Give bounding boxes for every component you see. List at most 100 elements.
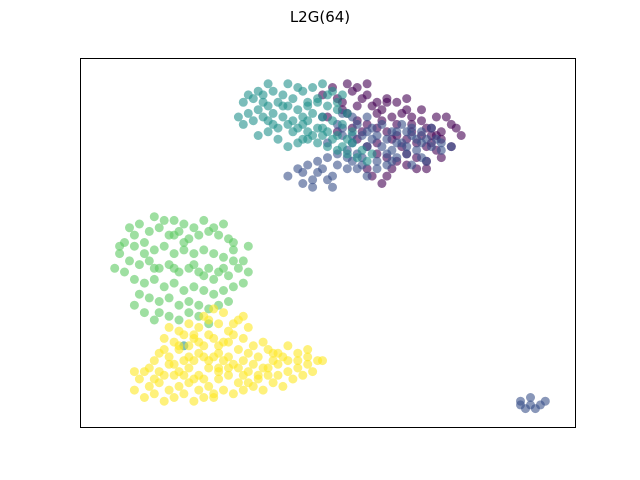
- scatter-point: [243, 378, 253, 388]
- scatter-point: [293, 83, 303, 92]
- scatter-point: [387, 112, 397, 122]
- scatter-point: [540, 396, 550, 406]
- scatter-point: [516, 400, 525, 410]
- scatter-point: [169, 215, 179, 225]
- scatter-point: [115, 249, 125, 259]
- scatter-point: [169, 278, 179, 288]
- scatter-point: [243, 90, 253, 100]
- scatter-point: [233, 112, 243, 122]
- scatter-point: [248, 116, 258, 126]
- scatter-point: [283, 119, 293, 129]
- scatter-point: [328, 116, 337, 126]
- scatter-point: [194, 385, 204, 395]
- scatter-point: [134, 374, 144, 384]
- scatter-point: [209, 249, 219, 259]
- scatter-point: [214, 319, 224, 329]
- scatter-point: [526, 400, 535, 410]
- scatter-point: [417, 127, 426, 137]
- scatter-point: [219, 356, 228, 366]
- scatter-point: [209, 289, 219, 299]
- scatter-point: [149, 274, 159, 284]
- scatter-point: [308, 83, 318, 92]
- scatter-point: [224, 297, 233, 306]
- scatter-point: [149, 263, 159, 273]
- scatter-point: [308, 367, 318, 377]
- scatter-point: [209, 223, 219, 233]
- scatter-point: [318, 79, 327, 89]
- scatter-point: [268, 348, 278, 358]
- scatter-point: [164, 293, 174, 303]
- scatter-point: [337, 90, 347, 100]
- scatter-point: [134, 219, 144, 229]
- scatter-point: [184, 319, 194, 329]
- scatter-point: [159, 333, 169, 343]
- scatter-point: [219, 219, 228, 229]
- scatter-point: [526, 393, 535, 402]
- scatter-point: [129, 385, 139, 395]
- scatter-point: [189, 356, 199, 366]
- scatter-point: [278, 112, 288, 122]
- plot-frame: [80, 58, 576, 428]
- scatter-point: [323, 90, 332, 100]
- scatter-point: [219, 286, 228, 295]
- scatter-point: [342, 149, 352, 159]
- scatter-point: [179, 245, 189, 255]
- scatter-point: [392, 97, 402, 107]
- scatter-point: [402, 94, 412, 104]
- scatter-point: [303, 352, 313, 362]
- scatter-point: [224, 271, 233, 281]
- scatter-point: [110, 263, 120, 273]
- scatter-point: [332, 97, 342, 107]
- scatter-point: [129, 241, 139, 251]
- scatter-point: [402, 142, 412, 152]
- scatter-point: [129, 300, 139, 310]
- scatter-point: [154, 297, 164, 306]
- scatter-point: [426, 123, 436, 133]
- scatter-point: [204, 381, 214, 391]
- scatter-point: [347, 127, 357, 137]
- scatter-point: [134, 260, 144, 270]
- scatter-point: [154, 308, 164, 318]
- scatter-point: [402, 149, 412, 159]
- scatter-point: [179, 219, 189, 229]
- scatter-point: [228, 238, 238, 247]
- scatter-point: [318, 356, 327, 366]
- scatter-point: [174, 300, 184, 310]
- scatter-point: [139, 393, 149, 402]
- scatter-point: [139, 367, 149, 377]
- scatter-point: [199, 286, 209, 295]
- scatter-point: [288, 374, 298, 384]
- scatter-point: [204, 263, 214, 273]
- scatter-point: [303, 97, 313, 107]
- scatter-point: [189, 260, 199, 270]
- scatter-point: [144, 226, 154, 236]
- scatter-point: [337, 142, 347, 152]
- scatter-point: [139, 308, 149, 318]
- scatter-point: [273, 134, 283, 144]
- scatter-point: [456, 131, 466, 140]
- scatter-point: [377, 119, 387, 129]
- scatter-point: [219, 252, 228, 262]
- scatter-point: [308, 175, 318, 185]
- scatter-point: [352, 153, 362, 163]
- scatter-point: [308, 131, 318, 140]
- scatter-point: [139, 278, 149, 288]
- scatter-point: [283, 79, 293, 89]
- scatter-point: [318, 123, 327, 133]
- scatter-point: [149, 389, 159, 399]
- scatter-point: [169, 393, 179, 402]
- scatter-point: [129, 274, 139, 284]
- scatter-point: [219, 308, 228, 318]
- scatter-point: [159, 370, 169, 380]
- scatter-point: [134, 289, 144, 299]
- scatter-point: [268, 108, 278, 118]
- scatter-point: [224, 326, 233, 336]
- scatter-point: [308, 182, 318, 192]
- scatter-point: [125, 223, 134, 233]
- scatter-point: [129, 367, 139, 377]
- scatter-point: [382, 171, 392, 181]
- scatter-point: [332, 105, 342, 115]
- scatter-point: [417, 153, 426, 163]
- scatter-point: [228, 282, 238, 292]
- scatter-point: [248, 359, 258, 369]
